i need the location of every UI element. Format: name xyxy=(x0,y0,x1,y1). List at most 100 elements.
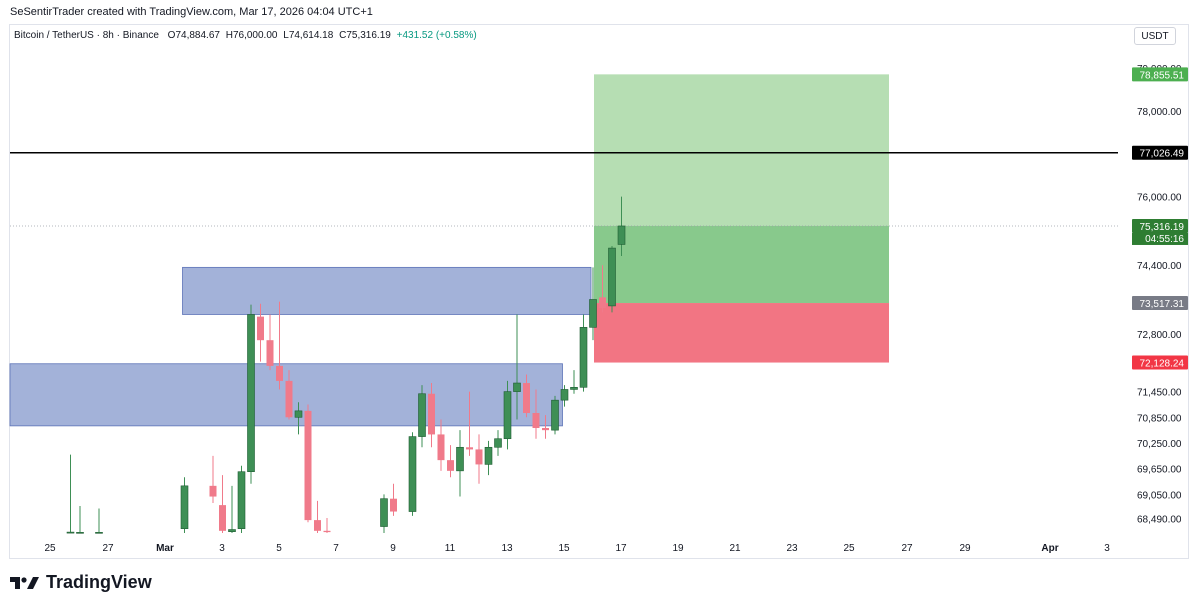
price-badge-label: 72,128.24 xyxy=(1140,359,1185,370)
candle-body xyxy=(456,446,464,472)
candle-body xyxy=(285,380,293,418)
tradingview-wordmark: TradingView xyxy=(46,572,152,592)
x-tick-label: 11 xyxy=(445,543,456,554)
x-tick-label: 27 xyxy=(901,543,913,554)
x-tick-label: 13 xyxy=(501,543,513,554)
candle-body xyxy=(390,498,397,512)
countdown-badge xyxy=(1132,232,1188,245)
change-value: +431.52 (+0.58%) xyxy=(396,30,477,41)
candle-body xyxy=(447,460,454,471)
y-tick-label: 72,800.00 xyxy=(1137,330,1182,341)
x-tick-label: 9 xyxy=(390,543,396,554)
candle-body xyxy=(484,446,493,465)
close-value: 75,316.19 xyxy=(346,30,391,41)
high-label: H xyxy=(225,30,233,41)
x-tick-label: 7 xyxy=(333,543,339,554)
tradingview-logo: TradingView xyxy=(10,572,152,593)
candle-body xyxy=(617,225,626,245)
close-label: C xyxy=(339,30,347,41)
candle-body xyxy=(66,531,75,534)
y-tick-label: 70,250.00 xyxy=(1137,439,1182,450)
y-tick-label: 69,050.00 xyxy=(1137,490,1182,501)
y-tick-label: 74,400.00 xyxy=(1137,261,1182,272)
open-value: 74,884.67 xyxy=(175,30,220,41)
price-badge-label: 75,316.19 xyxy=(1140,222,1185,233)
candle-body xyxy=(532,413,540,429)
open-label: O xyxy=(167,30,176,41)
candle-body xyxy=(523,383,530,414)
x-tick-label: Mar xyxy=(156,543,174,554)
low-value: 74,614.18 xyxy=(288,30,334,41)
profit-zone xyxy=(594,225,889,304)
candle-body xyxy=(494,438,502,448)
x-tick-label: 25 xyxy=(843,543,855,554)
price-badge-last xyxy=(1132,218,1188,233)
x-tick-label: 17 xyxy=(615,543,627,554)
candle-body xyxy=(570,387,578,390)
chart-pane[interactable] xyxy=(9,24,1189,559)
candle-body xyxy=(276,365,283,381)
x-tick-label: 27 xyxy=(102,543,114,554)
candle-body xyxy=(304,410,312,521)
candle-body xyxy=(323,530,331,533)
candle-body xyxy=(475,449,483,465)
candle-body xyxy=(599,297,606,309)
y-tick-label: 78,000.00 xyxy=(1137,107,1182,118)
y-tick-label: 69,650.00 xyxy=(1137,465,1182,476)
candle-body xyxy=(513,382,521,392)
candle-body xyxy=(579,327,588,388)
x-tick-label: 3 xyxy=(219,543,225,554)
price-badge-label: 77,026.49 xyxy=(1140,149,1185,160)
x-tick-label: 29 xyxy=(959,543,971,554)
candle-body xyxy=(589,299,597,328)
candle-body xyxy=(314,520,321,531)
candle-body xyxy=(180,485,189,529)
supply-demand-zone xyxy=(182,266,592,315)
candle-body xyxy=(95,532,103,534)
x-tick-label: 25 xyxy=(44,543,56,554)
candle-body xyxy=(418,393,426,437)
price-badge-stop xyxy=(1132,355,1188,370)
stop-loss-zone xyxy=(594,303,889,363)
candle-body xyxy=(466,447,473,450)
currency-button[interactable]: USDT xyxy=(1134,27,1176,45)
x-tick-label: 15 xyxy=(558,543,570,554)
y-tick-label: 71,450.00 xyxy=(1137,388,1182,399)
candle-body xyxy=(209,485,217,497)
candle-body xyxy=(219,505,226,531)
price-badge-entry xyxy=(1132,296,1188,311)
candle-body xyxy=(428,393,435,435)
low-label: L xyxy=(283,30,289,41)
y-tick-label: 70,850.00 xyxy=(1137,413,1182,424)
candle-body xyxy=(380,498,388,527)
chart-author-caption: SeSentirTrader created with TradingView.… xyxy=(10,6,373,18)
high-value: 76,000.00 xyxy=(232,30,278,41)
tradingview-logo-icon xyxy=(10,576,39,589)
x-tick-label: 21 xyxy=(729,543,741,554)
price-badge-label: 73,517.31 xyxy=(1140,299,1185,310)
x-tick-label: 23 xyxy=(786,543,798,554)
candle-body xyxy=(294,410,303,418)
y-tick-label: 76,000.00 xyxy=(1137,193,1182,204)
candle-body xyxy=(228,529,236,532)
candle-body xyxy=(408,436,417,512)
candle-body xyxy=(266,340,274,366)
symbol-name: Bitcoin / TetherUS · 8h · Binance xyxy=(14,30,159,41)
candle-body xyxy=(76,532,84,534)
x-tick-label: 5 xyxy=(276,543,282,554)
price-badge-target xyxy=(1132,67,1188,82)
y-tick-label: 68,490.00 xyxy=(1137,514,1182,525)
candle-body xyxy=(247,314,255,473)
candle-body xyxy=(237,471,246,529)
candle-body xyxy=(560,389,569,401)
candle-body xyxy=(437,434,445,461)
price-badge-level xyxy=(1132,145,1188,160)
x-tick-label: 3 xyxy=(1104,543,1110,554)
x-tick-label: 19 xyxy=(672,543,684,554)
x-tick-label: Apr xyxy=(1041,543,1058,554)
candle-body xyxy=(542,428,549,431)
candle-body xyxy=(503,391,512,440)
candle-body xyxy=(551,399,559,431)
candle-body xyxy=(257,316,264,341)
